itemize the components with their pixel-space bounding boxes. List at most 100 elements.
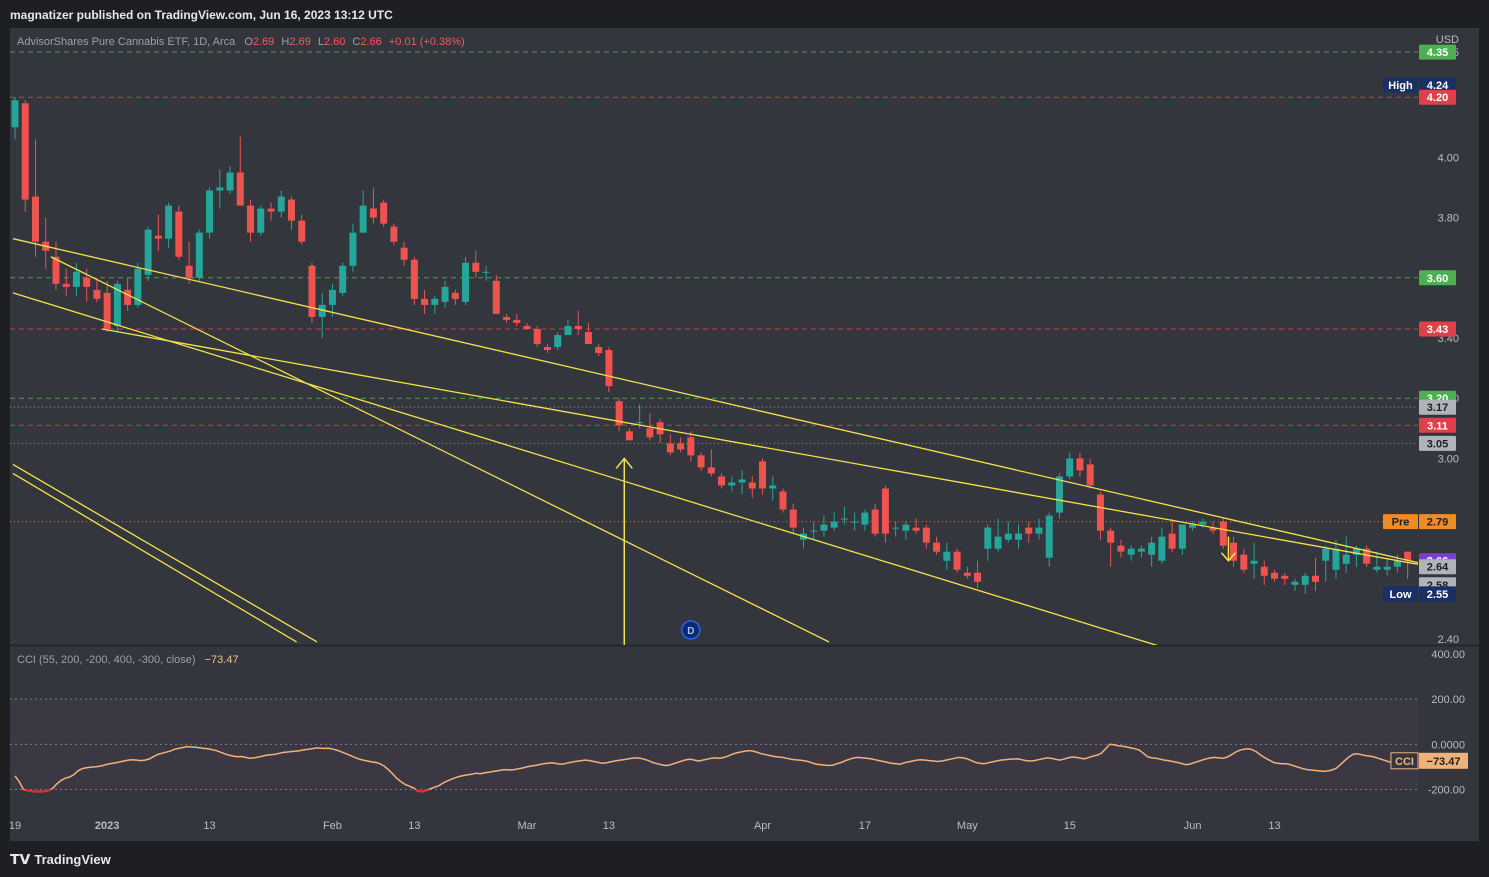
candle-body: [73, 272, 80, 287]
candle-body: [1148, 543, 1155, 555]
price-tick-label: 2.40: [1438, 634, 1459, 646]
price-tag-value: 3.11: [1427, 420, 1448, 432]
candle-body: [810, 531, 817, 532]
time-tick-label: Feb: [323, 820, 342, 832]
candle-up: [196, 230, 203, 281]
tradingview-logo[interactable]: 𝗧𝗩 TradingView: [10, 851, 111, 868]
candle-body: [575, 326, 582, 329]
candle-body: [1005, 534, 1012, 540]
candle-body: [308, 266, 315, 317]
candle-body: [1169, 534, 1176, 549]
cci-tag-label: CCI: [1395, 756, 1414, 768]
price-tag-prefix: High: [1388, 80, 1413, 92]
chart-canvas[interactable]: D 2.403.003.203.403.804.004.35USD400.002…: [10, 28, 1479, 841]
price-tag: 2.64: [1419, 559, 1456, 574]
price-tick-label: 4.00: [1438, 152, 1459, 164]
candle-body: [964, 573, 971, 576]
candle-body: [1384, 567, 1391, 570]
candle-body: [380, 203, 387, 224]
candle-body: [493, 281, 500, 314]
candle-up: [206, 188, 213, 239]
time-axis-bg: [10, 803, 1479, 841]
time-tick-label: 17: [859, 820, 871, 832]
legend-open-label: O: [244, 36, 253, 48]
candle-body: [462, 263, 469, 302]
candle-body: [585, 332, 592, 344]
candle-body: [1281, 576, 1288, 579]
candle-down: [390, 224, 397, 245]
candle-body: [12, 100, 19, 127]
time-tick-label: 19: [10, 820, 21, 832]
candle-body: [1373, 567, 1380, 570]
candle-down: [380, 200, 387, 227]
candle-body: [257, 209, 264, 233]
cci-value-tag: CCI −73.47: [1391, 753, 1468, 769]
candle-body: [431, 299, 438, 305]
candle-down: [954, 549, 961, 573]
candle-body: [1087, 464, 1094, 485]
candle-body: [1107, 531, 1114, 543]
cci-tick-label: 200.00: [1431, 694, 1465, 706]
price-tag-value: 2.64: [1427, 562, 1449, 574]
publisher-bar: magnatizer published on TradingView.com,…: [0, 0, 1489, 28]
legend-open: 2.69: [253, 36, 274, 48]
candle-body: [728, 482, 735, 485]
time-tick-label: May: [957, 820, 978, 832]
candle-body: [452, 293, 459, 299]
candle-body: [1220, 522, 1227, 546]
time-tick-label: 13: [603, 820, 615, 832]
candle-body: [513, 320, 520, 323]
price-tag-value: 3.05: [1427, 438, 1448, 450]
candle-up: [339, 263, 346, 296]
candle-down: [1363, 546, 1370, 567]
candle-body: [933, 543, 940, 552]
brand-name: TradingView: [34, 852, 110, 867]
candle-body: [954, 552, 961, 570]
candle-body: [718, 476, 725, 485]
candle-body: [1056, 476, 1063, 512]
candle-body: [216, 188, 223, 191]
candle-body: [1117, 546, 1124, 552]
candle-body: [534, 329, 541, 344]
candle-body: [1261, 567, 1268, 576]
candle-body: [1158, 537, 1165, 561]
price-tick-label: 3.00: [1438, 453, 1459, 465]
price-tag: 3.11: [1419, 418, 1456, 433]
legend-low: 2.60: [324, 36, 345, 48]
candle-body: [22, 103, 29, 199]
tradingview-logo-icon: 𝗧𝗩: [10, 851, 30, 867]
candle-body: [595, 347, 602, 353]
candle-body: [1046, 516, 1053, 558]
time-tick-label: 15: [1064, 820, 1076, 832]
candle-body: [943, 552, 950, 561]
price-tag: 3.43: [1419, 321, 1456, 336]
candle-body: [421, 299, 428, 305]
price-tag-value: 4.20: [1427, 92, 1448, 104]
candle-body: [370, 209, 377, 218]
price-tag-value: 4.35: [1427, 47, 1448, 59]
price-tag-value: 3.60: [1427, 273, 1448, 285]
candle-body: [626, 431, 633, 440]
dividend-label: D: [687, 626, 694, 637]
candle-body: [63, 284, 70, 287]
candle-body: [237, 172, 244, 205]
cci-tag-value: −73.47: [1427, 756, 1461, 768]
candle-body: [892, 528, 899, 529]
candle-body: [472, 263, 479, 272]
cci-tick-label: -200.00: [1428, 784, 1465, 796]
candle-body: [1066, 458, 1073, 476]
candle-body: [411, 260, 418, 299]
legend-close: 2.66: [360, 36, 381, 48]
candle-down: [605, 347, 612, 392]
candle-body: [872, 510, 879, 534]
candle-body: [145, 230, 152, 275]
chart-frame[interactable]: D 2.403.003.203.403.804.004.35USD400.002…: [10, 28, 1479, 841]
candle-body: [442, 287, 449, 302]
candle-body: [32, 197, 39, 242]
candle-body: [687, 437, 694, 455]
legend-high: 2.69: [289, 36, 310, 48]
candle-body: [349, 233, 356, 266]
candle-body: [984, 528, 991, 549]
candle-body: [196, 233, 203, 278]
candle-body: [780, 492, 787, 510]
